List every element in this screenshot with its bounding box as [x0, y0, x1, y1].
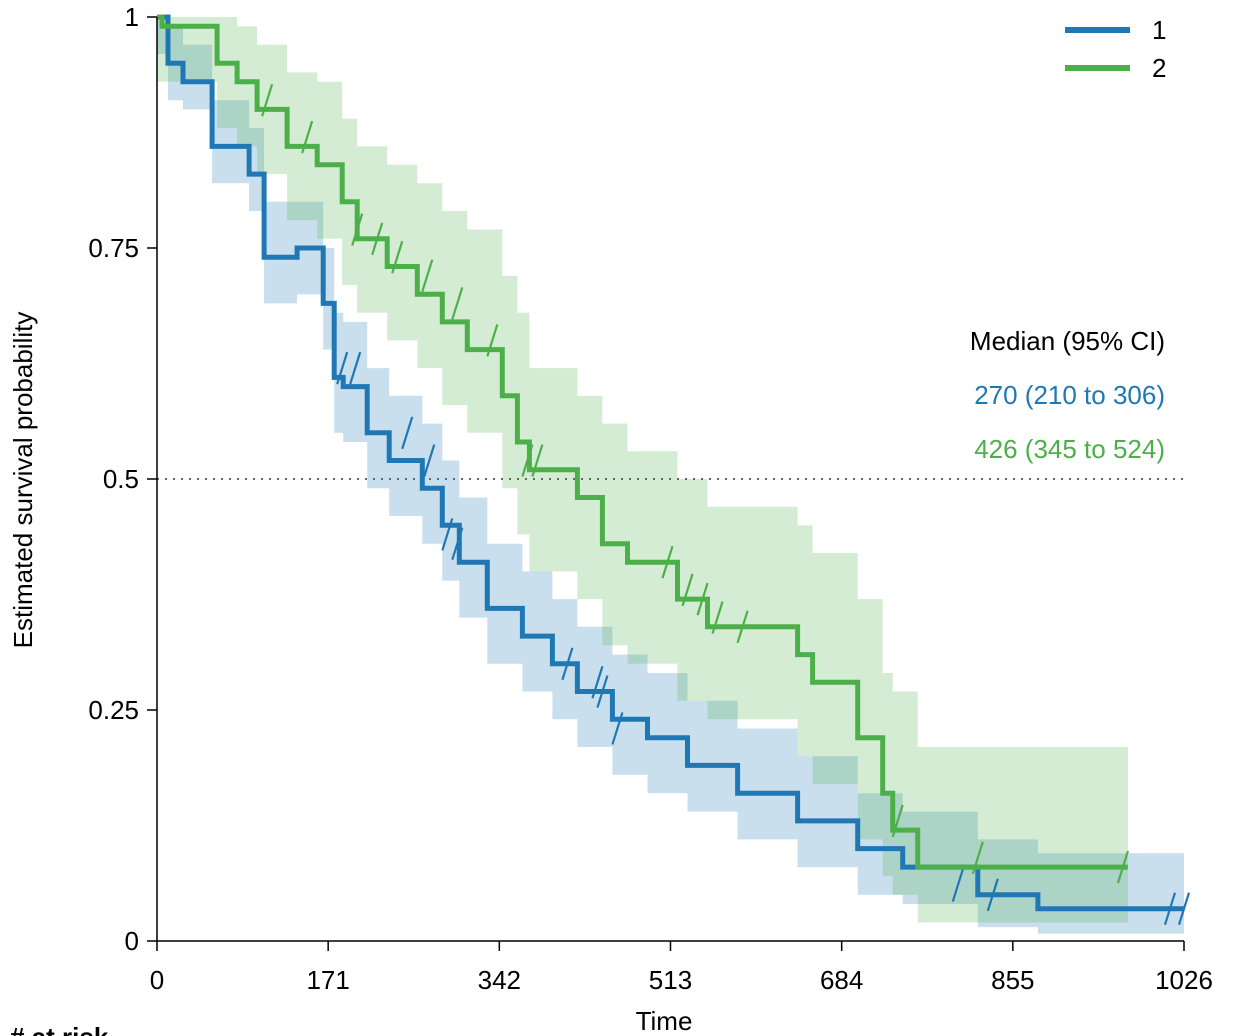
y-tick-label: 0 [125, 926, 139, 956]
x-axis-ticks: 0 171 342 513 684 855 1026 [150, 941, 1213, 995]
censor-marks [261, 83, 1191, 925]
median-table-header: Median (95% CI) [970, 326, 1165, 356]
censor-mark [451, 527, 464, 561]
censor-mark [371, 222, 384, 256]
y-tick-label: 1 [125, 2, 139, 32]
censor-mark [336, 351, 349, 385]
censor-mark [441, 518, 454, 551]
y-axis-ticks: 0 0.25 0.5 0.75 1 [88, 2, 157, 956]
confidence-bands [157, 17, 1184, 934]
x-tick-label: 1026 [1155, 965, 1213, 995]
x-tick-label: 171 [306, 965, 349, 995]
legend-label: 2 [1152, 53, 1166, 83]
x-axis-title: Time [636, 1006, 693, 1036]
median-row-series-2: 426 (345 to 524) [974, 434, 1165, 464]
at-risk-label: # at risk [10, 1022, 109, 1036]
censor-mark [451, 287, 464, 320]
censor-mark [971, 841, 984, 875]
censor-mark [1116, 850, 1129, 884]
censor-mark [596, 675, 609, 708]
censor-mark [486, 324, 499, 357]
censor-mark [531, 444, 544, 477]
censor-mark [891, 804, 904, 838]
x-tick-label: 342 [478, 965, 521, 995]
median-table: Median (95% CI) 270 (210 to 306) 426 (34… [970, 326, 1165, 464]
legend-label: 1 [1152, 15, 1166, 45]
x-tick-label: 855 [991, 965, 1034, 995]
censor-mark [986, 878, 999, 912]
censor-mark [349, 351, 362, 385]
x-tick-label: 513 [649, 965, 692, 995]
legend: 12 [1065, 15, 1166, 83]
censor-mark [421, 259, 434, 293]
censor-mark [391, 240, 404, 274]
y-tick-label: 0.5 [103, 464, 139, 494]
censor-mark [1163, 892, 1177, 925]
y-tick-label: 0.75 [88, 233, 139, 263]
censor-mark [681, 573, 694, 607]
x-tick-label: 684 [820, 965, 863, 995]
censor-mark [611, 712, 624, 745]
ci-band-series-2 [157, 17, 1128, 923]
survival-line-series-2 [157, 14, 1128, 870]
censor-mark [1177, 892, 1191, 925]
censor-mark [423, 444, 436, 477]
censor-mark [661, 545, 674, 579]
censor-mark [521, 444, 534, 477]
survival-curves [157, 14, 1184, 912]
y-tick-label: 0.25 [88, 695, 139, 725]
censor-mark [696, 582, 709, 616]
censor-mark [301, 120, 314, 154]
survival-line-series-1 [157, 14, 1184, 912]
censor-mark [711, 601, 724, 634]
censor-mark [261, 83, 274, 117]
x-tick-label: 0 [150, 965, 164, 995]
ci-band-series-1 [157, 17, 1184, 934]
censor-mark [591, 665, 604, 699]
censor-mark [401, 416, 414, 450]
y-axis-title: Estimated survival probability [8, 312, 38, 649]
censor-mark [951, 869, 964, 902]
axes: 0 171 342 513 684 855 1026 00.250.50.751 Time … [8, 2, 1213, 1036]
censor-mark [736, 610, 749, 644]
median-row-series-1: 270 (210 to 306) [974, 380, 1165, 410]
censor-mark [561, 647, 574, 681]
censor-mark [351, 213, 364, 246]
